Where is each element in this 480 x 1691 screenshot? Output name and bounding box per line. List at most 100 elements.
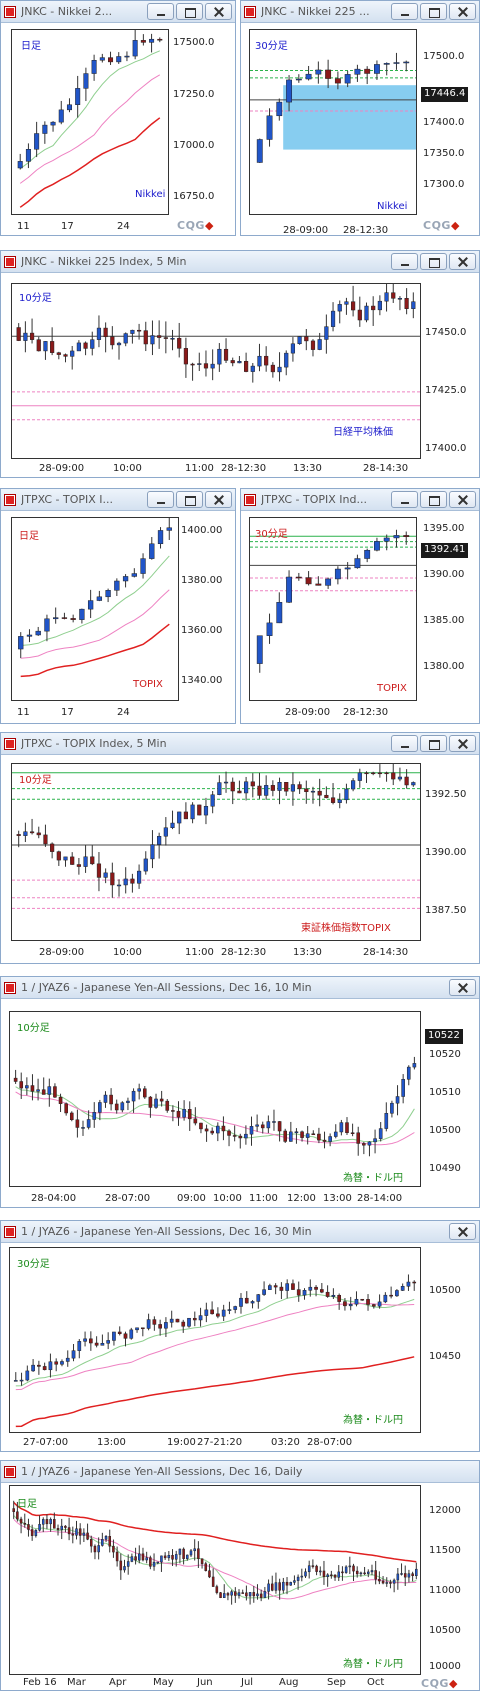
candle-body: [204, 1309, 209, 1316]
maximize-button[interactable]: [420, 253, 447, 270]
candle-body: [393, 62, 400, 64]
price-chart[interactable]: [11, 283, 421, 459]
window-topix-daily[interactable]: JTPXC - TOPIX I... 日足 TOPIX 1400.00 1380…: [0, 488, 236, 724]
close-button[interactable]: [449, 979, 476, 996]
candle-body: [97, 1545, 100, 1553]
maximize-button[interactable]: [420, 3, 447, 20]
candle-body: [208, 1570, 211, 1578]
price-chart[interactable]: [249, 517, 417, 701]
candle-body: [169, 1318, 174, 1323]
close-button[interactable]: [205, 3, 232, 20]
candle-body: [129, 1329, 134, 1339]
candle-body: [152, 1319, 157, 1325]
price-chart[interactable]: [11, 517, 179, 701]
window-nikkei-5min[interactable]: JNKC - Nikkei 225 Index, 5 Min 10分足 日経平均…: [0, 250, 480, 478]
price-chart[interactable]: [11, 29, 169, 215]
y-tick: 16750.0: [173, 191, 215, 202]
candle-body: [285, 1283, 290, 1291]
close-button[interactable]: [449, 491, 476, 508]
x-tick: 13:00: [97, 1437, 126, 1448]
price-chart[interactable]: [9, 1485, 421, 1675]
candle-body: [117, 1331, 122, 1334]
candle-body: [311, 1133, 316, 1136]
app-icon: [5, 257, 15, 267]
y-tick: 1395.00: [423, 523, 465, 534]
minimize-button[interactable]: [391, 253, 418, 270]
y-tick: 1385.00: [423, 615, 465, 626]
close-button[interactable]: [449, 735, 476, 752]
price-chart[interactable]: [11, 763, 421, 941]
candle-body: [283, 1130, 287, 1142]
candle-body: [44, 618, 50, 632]
window-topix-30min[interactable]: JTPXC - TOPIX Ind... 30分足 TOPIX 1395.00 …: [240, 488, 480, 724]
close-button[interactable]: [449, 253, 476, 270]
price-chart[interactable]: [9, 1011, 421, 1187]
candle-body: [56, 1528, 60, 1530]
title-bar[interactable]: 1 / JYAZ6 - Japanese Yen-All Sessions, D…: [1, 977, 479, 999]
candle-body: [248, 1592, 252, 1597]
candle-body: [330, 797, 336, 803]
window-nikkei-30min[interactable]: JNKC - Nikkei 225 ... 30分足 Nikkei 17500.…: [240, 0, 480, 236]
candle-body: [255, 1124, 259, 1127]
candle-body: [138, 1553, 141, 1561]
candle-body: [400, 1573, 403, 1575]
title-bar[interactable]: JTPXC - TOPIX Ind...: [241, 489, 479, 511]
candle-body: [34, 1529, 38, 1536]
title-bar[interactable]: JNKC - Nikkei 225 ...: [241, 1, 479, 23]
candle-body: [296, 1289, 301, 1296]
candle-body: [355, 1570, 359, 1575]
candle-body: [378, 1578, 381, 1582]
minimize-button[interactable]: [391, 735, 418, 752]
candle-body: [140, 40, 146, 43]
title-bar[interactable]: JTPXC - TOPIX Index, 5 Min: [1, 733, 479, 755]
candle-body: [187, 1109, 192, 1120]
app-icon: [245, 495, 255, 505]
candle-body: [157, 835, 162, 845]
candle-body: [61, 617, 68, 619]
window-topix-5min[interactable]: JTPXC - TOPIX Index, 5 Min 10分足 東証株価指数TO…: [0, 732, 480, 964]
price-chart[interactable]: [249, 29, 417, 215]
window-yen-10min[interactable]: 1 / JYAZ6 - Japanese Yen-All Sessions, D…: [0, 976, 480, 1208]
candle-body: [157, 335, 162, 338]
maximize-button[interactable]: [176, 3, 203, 20]
candle-body: [234, 1591, 237, 1596]
app-icon: [5, 7, 15, 17]
candle-body: [244, 360, 249, 372]
y-tick: 1400.00: [181, 525, 223, 536]
title-bar[interactable]: JNKC - Nikkei 225 Index, 5 Min: [1, 251, 479, 273]
maximize-button[interactable]: [420, 735, 447, 752]
candle-body: [124, 55, 130, 58]
candlestick-svg: [12, 284, 420, 421]
close-button[interactable]: [205, 491, 232, 508]
candle-body: [140, 558, 146, 574]
maximize-button[interactable]: [420, 491, 447, 508]
price-chart[interactable]: [9, 1247, 421, 1433]
candle-body: [60, 1525, 63, 1530]
title-bar[interactable]: JNKC - Nikkei 2...: [1, 1, 235, 23]
candle-body: [82, 1532, 86, 1536]
minimize-button[interactable]: [147, 491, 174, 508]
minimize-button[interactable]: [147, 3, 174, 20]
candle-body: [83, 1338, 87, 1342]
candle-body: [266, 1121, 271, 1129]
minimize-button[interactable]: [391, 491, 418, 508]
candle-body: [114, 1103, 119, 1111]
title-bar[interactable]: JTPXC - TOPIX I...: [1, 489, 235, 511]
window-title: JTPXC - TOPIX Ind...: [261, 493, 367, 506]
maximize-button[interactable]: [176, 491, 203, 508]
candle-body: [83, 342, 88, 349]
candle-body: [367, 1141, 372, 1146]
candle-body: [363, 1572, 366, 1575]
close-button[interactable]: [449, 3, 476, 20]
title-bar[interactable]: 1 / JYAZ6 - Japanese Yen-All Sessions, D…: [1, 1461, 479, 1483]
window-yen-30min[interactable]: 1 / JYAZ6 - Japanese Yen-All Sessions, D…: [0, 1220, 480, 1452]
candle-body: [53, 617, 59, 620]
window-yen-daily[interactable]: 1 / JYAZ6 - Japanese Yen-All Sessions, D…: [0, 1460, 480, 1691]
candle-body: [278, 1582, 281, 1591]
minimize-button[interactable]: [391, 3, 418, 20]
window-nikkei-daily[interactable]: JNKC - Nikkei 2... 日足 Nikkei 17500.0 172…: [0, 0, 236, 236]
candle-body: [130, 1556, 134, 1562]
candle-body: [178, 1548, 182, 1555]
close-button[interactable]: [449, 1223, 476, 1240]
title-bar[interactable]: 1 / JYAZ6 - Japanese Yen-All Sessions, D…: [1, 1221, 479, 1243]
